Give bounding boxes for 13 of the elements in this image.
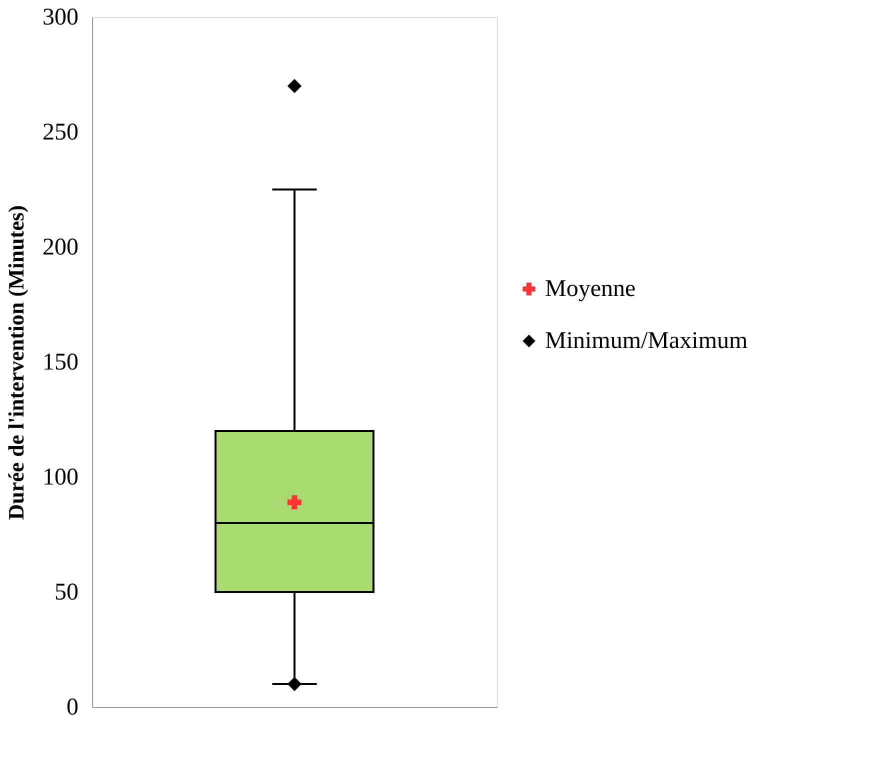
y-tick-label: 50 <box>54 580 78 606</box>
y-tick-label: 200 <box>42 234 78 260</box>
point <box>287 78 302 94</box>
y-axis-title: Durée de l'intervention (Minutes) <box>4 205 28 520</box>
point <box>287 495 302 510</box>
y-tick-label: 250 <box>42 120 78 146</box>
point <box>287 676 302 692</box>
y-tick-label: 100 <box>42 464 78 490</box>
y-tick-label: 300 <box>42 4 78 30</box>
y-tick-label: 150 <box>42 350 78 376</box>
y-tick-label: 0 <box>66 694 78 720</box>
legend-label: Moyenne <box>545 276 636 302</box>
legend-label: Minimum/Maximum <box>545 328 748 354</box>
